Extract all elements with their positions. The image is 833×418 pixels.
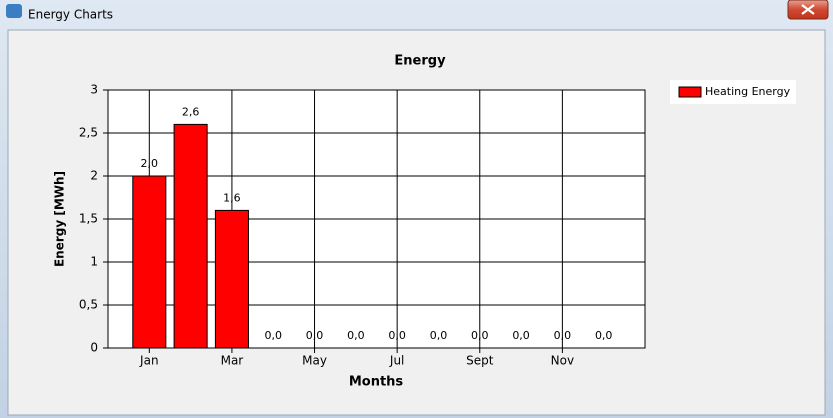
y-axis-label: Energy [MWh] (53, 171, 67, 267)
data-label: 0,0 (388, 329, 406, 342)
x-tick-label: Jul (389, 354, 404, 368)
data-label: 2,6 (182, 105, 200, 118)
data-label: 2,0 (141, 157, 159, 170)
data-label: 0,0 (430, 329, 448, 342)
legend-swatch (678, 86, 702, 98)
legend-label: Heating Energy (705, 85, 791, 98)
app-icon (6, 4, 22, 18)
y-tick-label: 1 (90, 255, 98, 269)
data-label: 0,0 (512, 329, 530, 342)
data-label: 0,0 (347, 329, 365, 342)
x-tick-label: May (302, 354, 327, 368)
data-label: 0,0 (264, 329, 282, 342)
bar (173, 123, 208, 349)
x-tick-label: Mar (221, 354, 244, 368)
data-label: 0,0 (554, 329, 572, 342)
x-tick-label: Jan (139, 354, 159, 368)
x-tick-label: Nov (551, 354, 574, 368)
bar (132, 175, 167, 349)
y-tick-label: 2,5 (79, 126, 98, 140)
y-tick-label: 3 (90, 83, 98, 97)
window-title: Energy Charts (28, 8, 113, 22)
y-tick-label: 2 (90, 169, 98, 183)
bar (214, 209, 249, 349)
chart-title: Energy (394, 54, 446, 69)
data-label: 0,0 (471, 329, 489, 342)
y-tick-label: 0,5 (79, 298, 98, 312)
data-label: 0,0 (595, 329, 613, 342)
plot-border (107, 89, 646, 349)
data-label: 0,0 (306, 329, 324, 342)
x-tick-label: Sept (466, 354, 494, 368)
data-label: 1,6 (223, 191, 241, 204)
y-tick-label: 1,5 (79, 212, 98, 226)
y-tick-label: 0 (90, 341, 98, 355)
x-axis-label: Months (349, 375, 404, 390)
close-icon (801, 4, 815, 15)
